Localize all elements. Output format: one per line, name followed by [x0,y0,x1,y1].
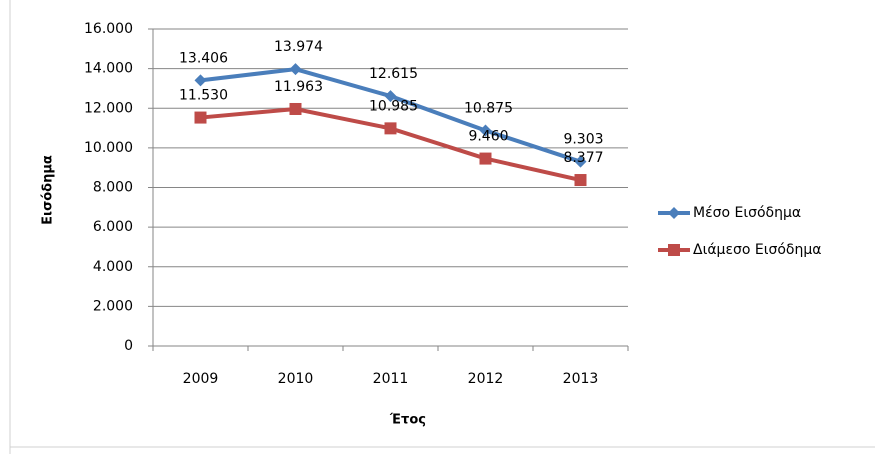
y-tick-label: 6.000 [93,219,133,235]
marker [384,122,397,135]
marker [574,174,587,187]
x-tick-label: 2010 [278,371,314,387]
y-tick-label: 4.000 [93,259,133,275]
data-label: 8.377 [563,150,603,166]
marker [289,102,302,115]
legend-label: Μέσο Εισόδημα [693,205,801,221]
data-label: 9.303 [563,132,603,148]
y-tick-label: 0 [124,338,133,354]
x-tick-label: 2011 [373,371,409,387]
data-label: 12.615 [369,66,418,82]
marker [479,152,492,165]
data-label: 10.985 [369,98,418,114]
y-axis-title: Εισόδημα [41,155,56,225]
data-label: 11.963 [274,79,323,95]
y-tick-label: 8.000 [93,180,133,196]
data-label: 13.974 [274,39,323,55]
marker [479,124,492,137]
y-tick-label: 10.000 [84,140,133,156]
y-tick-label: 2.000 [93,298,133,314]
legend-marker [668,244,680,256]
data-label: 13.406 [179,50,228,66]
legend-marker [668,207,680,219]
x-tick-label: 2012 [468,371,504,387]
marker [384,90,397,103]
y-tick-label: 12.000 [84,100,133,116]
data-label: 11.530 [179,88,228,104]
y-tick-label: 14.000 [84,61,133,77]
marker [194,111,207,124]
data-label: 10.875 [464,101,513,117]
x-axis-title: Έτος [389,413,426,428]
y-tick-label: 16.000 [84,21,133,37]
x-tick-label: 2009 [183,371,219,387]
x-tick-label: 2013 [563,371,599,387]
data-label: 9.460 [468,129,508,145]
marker [574,155,587,168]
marker [194,74,207,87]
legend-label: Διάμεσο Εισόδημα [693,242,822,258]
marker [289,63,302,76]
